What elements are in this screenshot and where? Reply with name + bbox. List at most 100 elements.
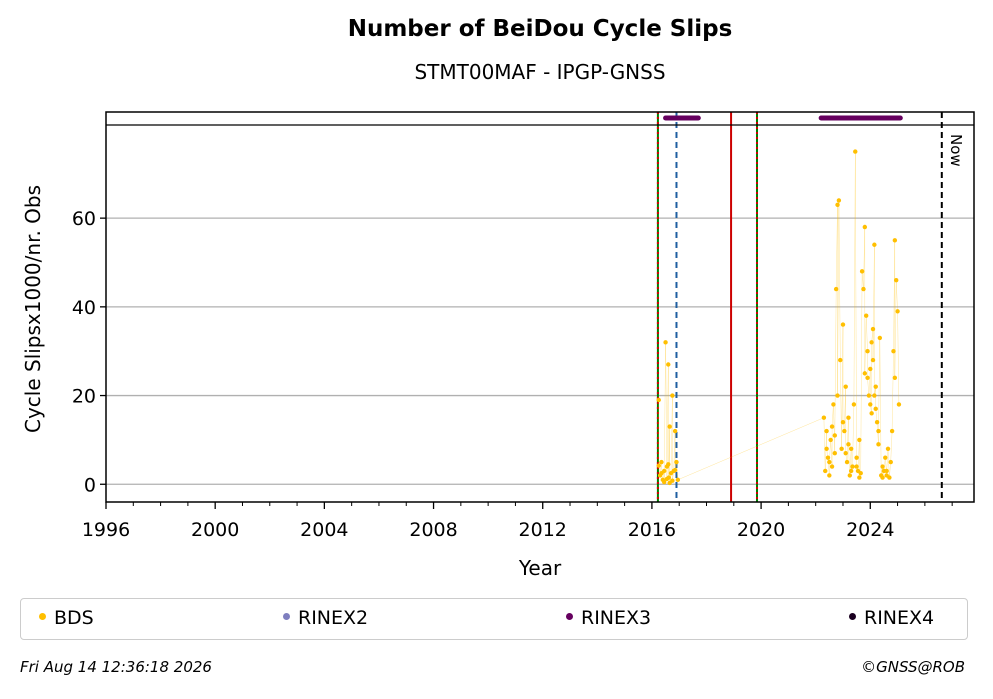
bds-point-43 xyxy=(847,473,853,478)
legend-item-rinex2: RINEX2 xyxy=(283,607,368,629)
bds-point-59 xyxy=(869,411,874,416)
grid-layer xyxy=(106,217,974,485)
bds-point-35 xyxy=(836,198,842,203)
bds-point-19 xyxy=(659,470,664,476)
legend: BDS RINEX2 RINEX3 RINEX4 xyxy=(20,598,968,640)
bds-point-29 xyxy=(828,437,833,443)
bds-point-38 xyxy=(840,322,846,327)
bds-point-47 xyxy=(853,149,858,154)
bds-point-34 xyxy=(835,202,840,208)
bds-point-48 xyxy=(854,455,859,460)
legend-label-rinex4: RINEX4 xyxy=(864,607,935,629)
bds-point-31 xyxy=(831,402,836,407)
bds-point-95 xyxy=(843,451,848,456)
legend-marker-bds xyxy=(39,613,46,620)
legend-item-rinex4: RINEX4 xyxy=(849,607,934,629)
now-annotation: Now xyxy=(947,134,965,167)
bds-point-65 xyxy=(877,335,883,341)
bds-point-45 xyxy=(850,464,855,469)
legend-label-bds: BDS xyxy=(54,607,94,629)
bds-point-76 xyxy=(892,238,898,243)
legend-label-rinex2: RINEX2 xyxy=(298,607,369,629)
bds-point-99 xyxy=(869,340,874,345)
bds-point-84 xyxy=(846,442,851,447)
bds-point-77 xyxy=(894,278,899,283)
legend-item-rinex3: RINEX3 xyxy=(566,607,651,629)
bds-point-7 xyxy=(666,362,671,367)
bds-point-69 xyxy=(883,455,888,460)
bds-point-96 xyxy=(848,468,854,474)
bds-point-37 xyxy=(839,446,844,451)
bds-point-16 xyxy=(661,479,667,485)
bds-point-52 xyxy=(859,269,865,274)
bds-point-80 xyxy=(824,446,829,451)
vline-layer xyxy=(656,112,943,502)
bds-point-87 xyxy=(868,402,873,407)
bds-point-11 xyxy=(670,393,675,398)
legend-marker-rinex4 xyxy=(849,613,856,620)
x-tick-label-2012: 2012 xyxy=(519,519,567,541)
bds-point-63 xyxy=(874,419,880,425)
bds-point-9 xyxy=(667,424,672,429)
point-layer xyxy=(656,149,902,486)
bds-point-97 xyxy=(857,475,862,480)
bds-point-82 xyxy=(835,393,840,398)
bds-point-58 xyxy=(868,366,873,372)
y-tick-label-20: 20 xyxy=(72,386,96,408)
footer-timestamp: Fri Aug 14 12:36:18 2026 xyxy=(20,658,212,676)
bds-point-86 xyxy=(865,375,870,381)
x-tick-label-1996: 1996 xyxy=(82,519,130,541)
x-tick-label-2008: 2008 xyxy=(409,519,457,541)
bds-point-83 xyxy=(840,419,846,425)
bds-point-74 xyxy=(889,428,895,434)
bds-point-36 xyxy=(838,357,843,363)
bds-point-5 xyxy=(663,340,668,345)
y-tick-label-60: 60 xyxy=(72,208,96,230)
bds-point-20 xyxy=(664,476,670,482)
plot-frame xyxy=(105,111,975,503)
bds-point-72 xyxy=(887,475,892,480)
bds-point-23 xyxy=(667,480,672,486)
bds-point-60 xyxy=(870,326,876,332)
y-tick-label-0: 0 xyxy=(84,474,96,496)
bds-point-41 xyxy=(844,459,850,465)
bds-point-33 xyxy=(833,286,839,292)
bds-point-100 xyxy=(872,393,877,398)
bds-point-93 xyxy=(827,459,832,465)
bds-point-40 xyxy=(843,384,848,389)
bds-point-71 xyxy=(885,446,891,451)
bds-point-90 xyxy=(876,428,881,434)
chart-subtitle: STMT00MAF - IPGP-GNSS xyxy=(414,60,666,84)
bds-point-61 xyxy=(872,242,877,247)
legend-marker-rinex3 xyxy=(566,613,573,620)
bds-point-44 xyxy=(848,446,854,451)
bds-point-67 xyxy=(880,464,885,469)
bds-point-15 xyxy=(675,477,681,483)
bds-point-22 xyxy=(656,463,661,468)
bds-point-79 xyxy=(896,402,902,407)
bds-point-30 xyxy=(829,464,835,469)
bds-point-57 xyxy=(866,393,872,398)
footer-copyright: ©GNSS@ROB xyxy=(861,658,965,676)
bds-point-62 xyxy=(873,384,878,389)
bds-point-26 xyxy=(824,428,829,434)
bds-point-98 xyxy=(862,371,868,376)
bds-point-64 xyxy=(876,442,881,447)
bds-point-50 xyxy=(857,437,862,443)
bds-point-92 xyxy=(892,375,898,381)
bds-point-32 xyxy=(832,451,837,456)
bds-point-75 xyxy=(891,349,896,354)
bds-point-24 xyxy=(821,415,827,420)
chart-title: Number of BeiDou Cycle Slips xyxy=(347,16,733,42)
bds-point-81 xyxy=(829,424,835,429)
x-tick-label-2000: 2000 xyxy=(191,519,239,541)
bds-point-27 xyxy=(825,455,831,460)
x-tick-label-2020: 2020 xyxy=(737,519,785,541)
axes-layer: 0 20 40 60 1996 2000 2004 2008 2012 2016 2020 2024 xyxy=(72,111,975,541)
bds-point-14 xyxy=(674,459,679,465)
legend-item-bds: BDS xyxy=(39,607,94,629)
bds-point-53 xyxy=(861,286,866,292)
x-tick-label-2004: 2004 xyxy=(300,519,348,541)
x-tick-label-2024: 2024 xyxy=(846,519,894,541)
